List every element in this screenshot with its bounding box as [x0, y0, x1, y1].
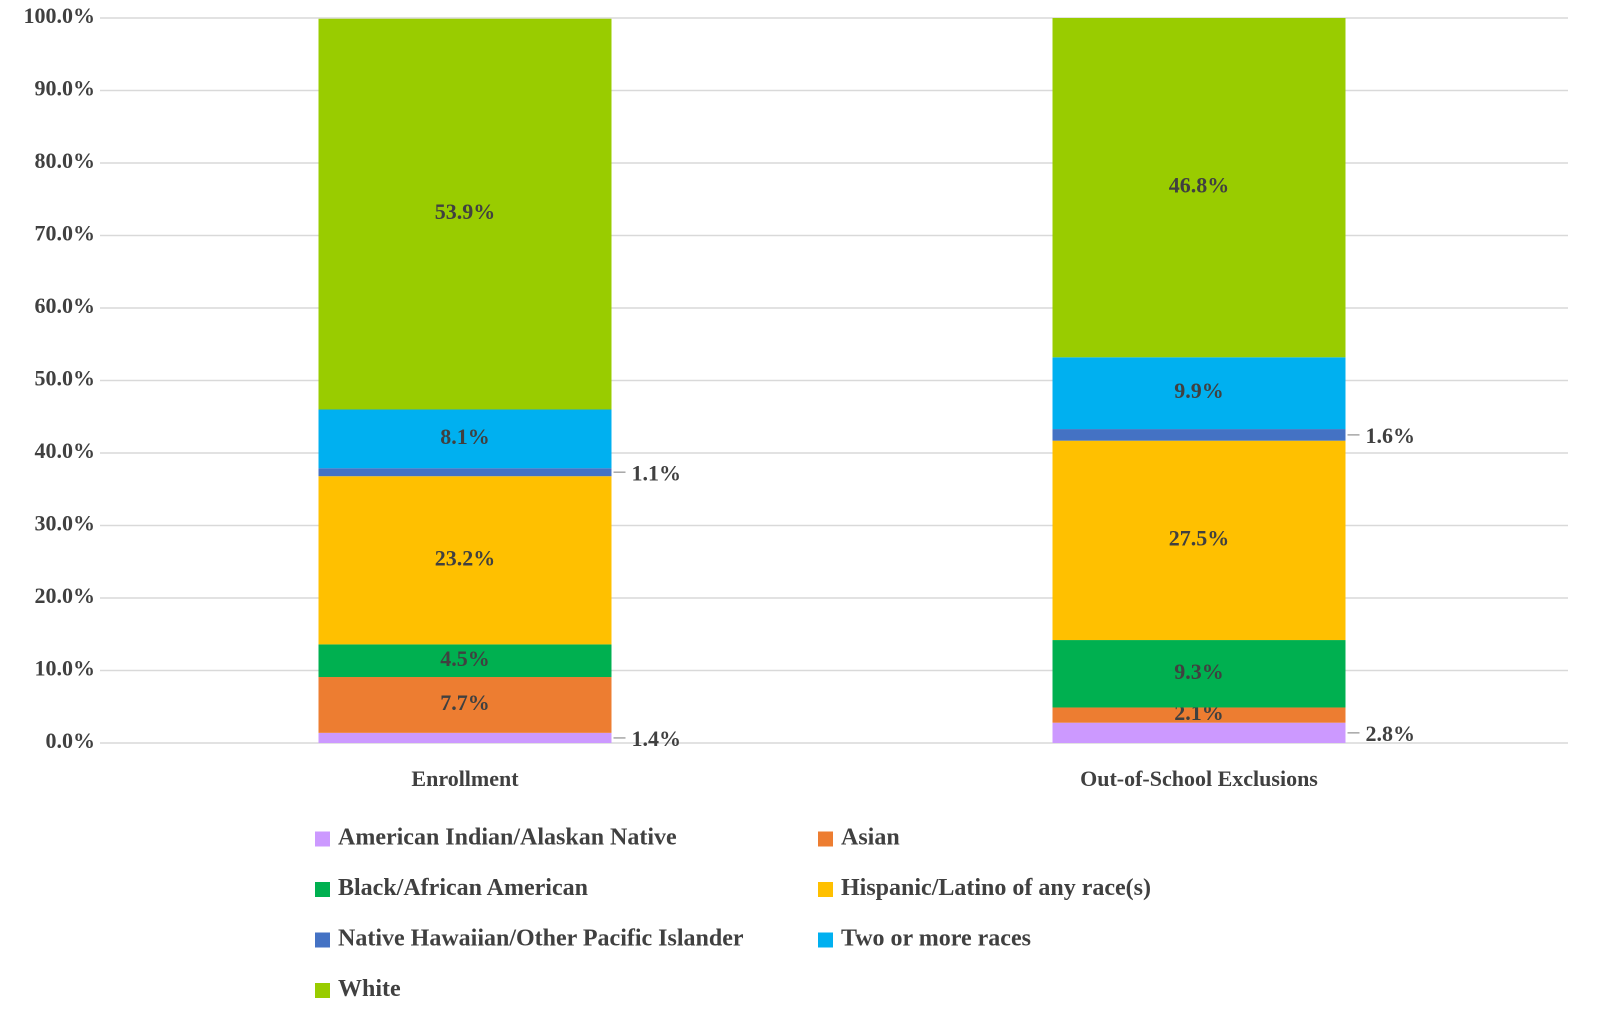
data-label: 1.6% — [1366, 423, 1416, 448]
y-tick-label: 20.0% — [35, 583, 96, 608]
bar-segment — [1052, 722, 1346, 743]
y-tick-label: 50.0% — [35, 366, 96, 391]
legend-label: Native Hawaiian/Other Pacific Islander — [338, 926, 744, 952]
data-label: 46.8% — [1169, 173, 1230, 198]
bar-segment — [1052, 357, 1346, 430]
bar-segment — [318, 18, 612, 410]
y-tick-label: 60.0% — [35, 293, 96, 318]
data-label: 8.1% — [440, 424, 490, 449]
legend-swatch — [818, 831, 833, 847]
bar-segment — [1052, 440, 1346, 641]
y-tick-label: 30.0% — [35, 511, 96, 536]
y-tick-label: 90.0% — [35, 76, 96, 101]
x-tick-label: Out-of-School Exclusions — [1080, 766, 1318, 791]
y-tick-label: 80.0% — [35, 148, 96, 173]
data-label: 4.5% — [440, 646, 490, 671]
legend-label: Hispanic/Latino of any race(s) — [841, 875, 1151, 901]
bar-segment — [1052, 640, 1346, 708]
data-label: 1.4% — [632, 726, 682, 751]
x-tick-label: Enrollment — [411, 766, 519, 791]
y-tick-label: 10.0% — [35, 656, 96, 681]
data-label: 23.2% — [435, 545, 496, 570]
data-label: 1.1% — [632, 460, 682, 485]
legend-label: Asian — [841, 825, 900, 851]
bar-segment — [318, 677, 612, 733]
legend-swatch — [315, 831, 330, 847]
data-label: 2.8% — [1366, 721, 1416, 746]
legend-swatch — [818, 932, 833, 948]
legend-label: White — [338, 976, 401, 1002]
y-tick-label: 40.0% — [35, 438, 96, 463]
bar-segment — [1052, 707, 1346, 723]
legend-label: Black/African American — [338, 875, 588, 901]
bar-segment — [318, 468, 612, 477]
y-tick-label: 70.0% — [35, 221, 96, 246]
y-tick-label: 0.0% — [46, 728, 96, 753]
legend-label: Two or more races — [841, 926, 1031, 952]
legend-swatch — [315, 983, 330, 998]
bar-segment — [318, 476, 612, 645]
legend-swatch — [315, 882, 330, 897]
bar-segment — [318, 732, 612, 743]
bar-segment — [1052, 429, 1346, 441]
bar-segment — [1052, 18, 1346, 358]
data-label: 9.3% — [1174, 659, 1224, 684]
legend-swatch — [818, 882, 833, 897]
data-label: 7.7% — [440, 690, 490, 715]
bar-segment — [318, 409, 612, 469]
data-label: 27.5% — [1169, 525, 1230, 550]
y-tick-label: 100.0% — [24, 3, 96, 28]
legend-swatch — [315, 932, 330, 948]
legend-label: American Indian/Alaskan Native — [338, 825, 677, 851]
bar-segment — [318, 644, 612, 678]
data-label: 9.9% — [1174, 378, 1224, 403]
data-label: 53.9% — [435, 199, 496, 224]
